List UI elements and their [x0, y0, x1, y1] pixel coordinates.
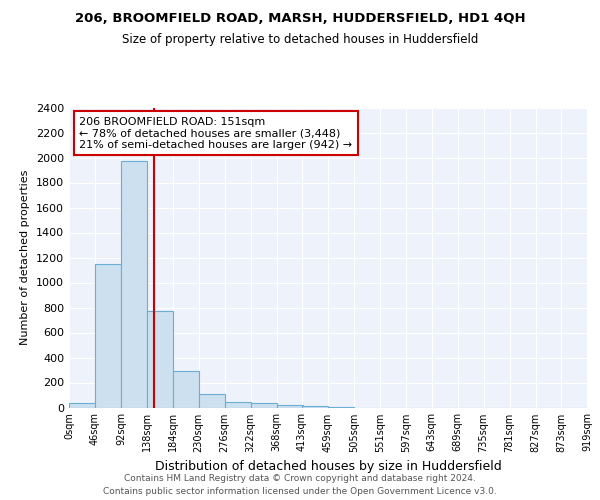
- Bar: [225, 402, 251, 407]
- Bar: [328, 407, 354, 408]
- Bar: [277, 405, 302, 407]
- Bar: [121, 161, 147, 408]
- Bar: [251, 403, 277, 407]
- Bar: [95, 264, 121, 408]
- X-axis label: Distribution of detached houses by size in Huddersfield: Distribution of detached houses by size …: [155, 460, 502, 473]
- Text: 206, BROOMFIELD ROAD, MARSH, HUDDERSFIELD, HD1 4QH: 206, BROOMFIELD ROAD, MARSH, HUDDERSFIEL…: [74, 12, 526, 26]
- Bar: [199, 394, 224, 407]
- Text: Size of property relative to detached houses in Huddersfield: Size of property relative to detached ho…: [122, 32, 478, 46]
- Bar: [69, 403, 95, 407]
- Y-axis label: Number of detached properties: Number of detached properties: [20, 170, 31, 345]
- Bar: [173, 370, 199, 408]
- Text: Contains public sector information licensed under the Open Government Licence v3: Contains public sector information licen…: [103, 488, 497, 496]
- Bar: [147, 311, 173, 408]
- Text: Contains HM Land Registry data © Crown copyright and database right 2024.: Contains HM Land Registry data © Crown c…: [124, 474, 476, 483]
- Bar: [302, 406, 328, 407]
- Text: 206 BROOMFIELD ROAD: 151sqm
← 78% of detached houses are smaller (3,448)
21% of : 206 BROOMFIELD ROAD: 151sqm ← 78% of det…: [79, 116, 353, 150]
